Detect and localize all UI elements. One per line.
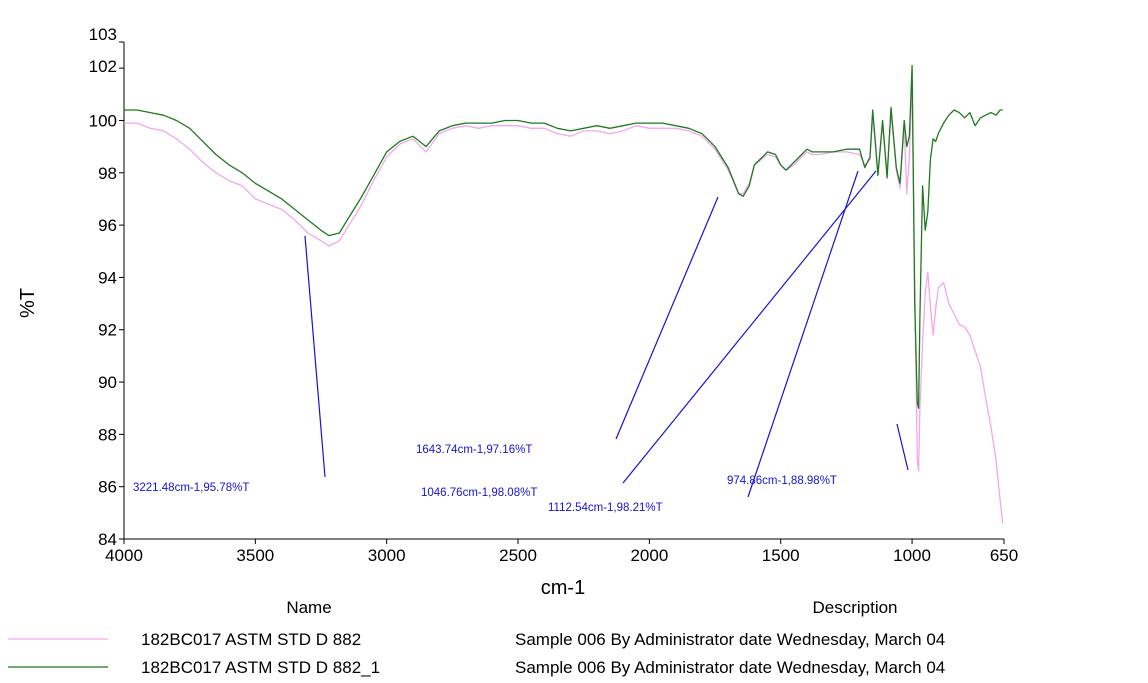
x-tick-label: 1500	[762, 546, 800, 565]
x-tick-label: 650	[990, 546, 1018, 565]
legend-description-header: Description	[812, 598, 897, 617]
annotation-leader-line	[622, 170, 877, 484]
y-tick-label: 92	[98, 321, 117, 340]
series-layer	[124, 64, 1004, 524]
y-axis-title: %T	[17, 288, 39, 318]
y-tick-label: 90	[98, 373, 117, 392]
peak-annotation-label: 1046.76cm-1,98.08%T	[421, 487, 537, 499]
annotation-layer: 3221.48cm-1,95.78%T 1643.74cm-1,97.16%T 10…	[133, 170, 909, 514]
legend-series-name: 182BC017 ASTM STD D 882	[141, 630, 361, 649]
y-tick-label: 103	[89, 25, 117, 44]
peak-annotation-label: 3221.48cm-1,95.78%T	[133, 482, 249, 494]
y-tick-label: 98	[98, 164, 117, 183]
y-axis: 84 86 88 90 92 94 96 98 100 102 103	[89, 25, 125, 549]
y-tick-label: 100	[89, 111, 117, 130]
legend-series-description: Sample 006 By Administrator date Wednesd…	[515, 658, 945, 677]
annotation-leader-line	[896, 423, 909, 471]
y-tick-label: 102	[89, 57, 117, 76]
series-line-2	[124, 64, 1003, 409]
y-tick-label: 88	[98, 425, 117, 444]
x-tick-label: 2000	[630, 546, 668, 565]
annotation-leader-line	[747, 170, 859, 498]
y-tick-label: 86	[98, 478, 117, 497]
x-tick-label: 3000	[368, 546, 406, 565]
x-axis-title: cm-1	[541, 577, 585, 599]
legend: Name Description 182BC017 ASTM STD D 882…	[8, 598, 945, 677]
y-tick-label: 94	[98, 268, 117, 287]
annotation-leader-line	[304, 235, 326, 478]
y-tick-label: 84	[98, 530, 117, 549]
y-tick-label: 96	[98, 216, 117, 235]
peak-annotation-label: 1643.74cm-1,97.16%T	[416, 444, 532, 456]
peak-annotation-label: 974.86cm-1,88.98%T	[727, 475, 837, 487]
legend-series-description: Sample 006 By Administrator date Wednesd…	[515, 630, 945, 649]
x-tick-label: 2500	[499, 546, 537, 565]
x-tick-label: 4000	[105, 546, 143, 565]
x-tick-label: 1000	[893, 546, 931, 565]
peak-annotation-label: 1112.54cm-1,98.21%T	[548, 502, 663, 514]
legend-rows: 182BC017 ASTM STD D 882 Sample 006 By Adm…	[8, 630, 945, 677]
legend-name-header: Name	[286, 598, 331, 617]
legend-series-name: 182BC017 ASTM STD D 882_1	[141, 658, 380, 677]
x-tick-label: 3500	[236, 546, 274, 565]
x-axis: 4000 3500 3000 2500 2000 1500 1000 650	[105, 538, 1018, 565]
annotation-leader-line	[615, 196, 719, 440]
